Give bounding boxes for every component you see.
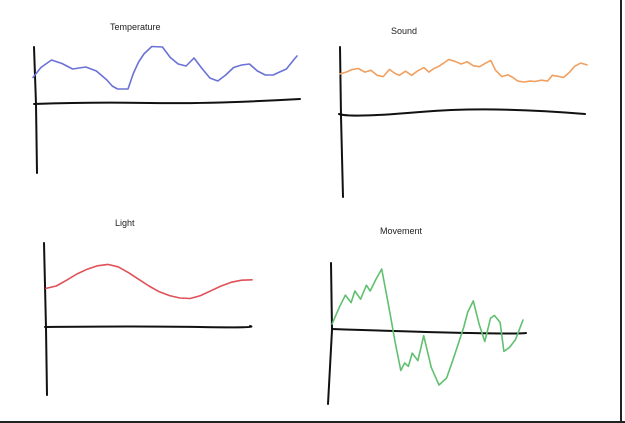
movement-series-line: [331, 268, 524, 386]
frame-right-border: [620, 0, 622, 423]
light-series-line: [45, 263, 253, 300]
sound-y-axis: [339, 46, 344, 198]
sound-title: Sound: [391, 26, 417, 36]
movement-title: Movement: [380, 226, 423, 236]
temperature-chart: Temperature: [32, 22, 301, 174]
temperature-y-axis: [33, 46, 38, 174]
sound-x-axis: [338, 108, 586, 117]
frame-bottom-border: [0, 421, 625, 423]
sound-chart: Sound: [338, 26, 588, 198]
movement-chart: Movement: [327, 226, 527, 405]
sound-series-line: [339, 58, 588, 83]
light-title: Light: [115, 218, 135, 228]
temperature-x-axis: [33, 98, 301, 105]
movement-y-axis: [327, 262, 333, 405]
light-chart: Light: [43, 218, 253, 396]
light-y-axis: [43, 242, 48, 396]
light-x-axis: [44, 325, 253, 329]
temperature-title: Temperature: [110, 22, 161, 32]
movement-x-axis: [331, 328, 527, 335]
temperature-series-line: [32, 45, 298, 90]
